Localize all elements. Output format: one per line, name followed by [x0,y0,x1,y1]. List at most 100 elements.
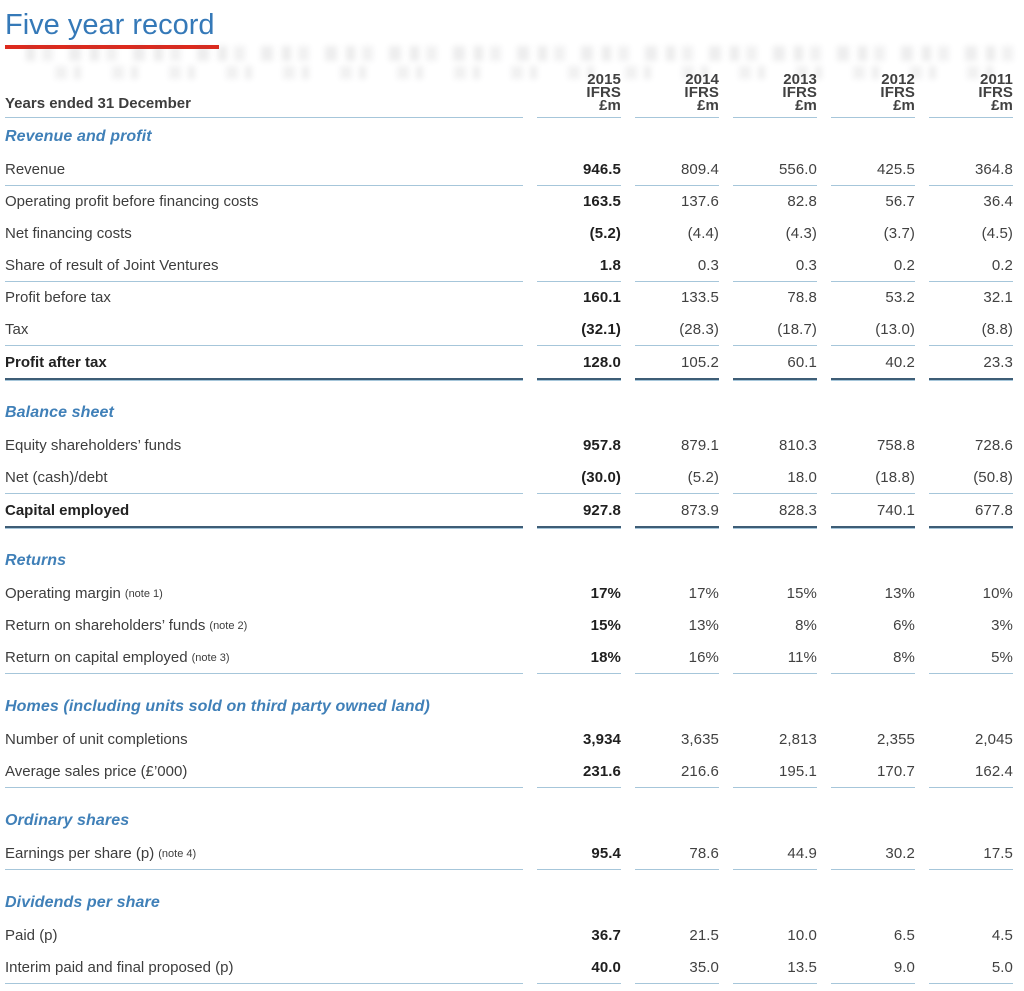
row-value: (5.2) [589,225,621,242]
row-value: 4.5 [991,927,1013,944]
row-value: 128.0 [537,346,621,380]
table-section: Ordinary shares Earnings per share (p) (n… [5,788,1013,870]
row-label: Revenue [5,161,66,178]
column-header-basis: IFRS [978,84,1013,101]
row-value: 60.1 [733,346,817,380]
row-value: 0.2 [929,250,1013,282]
row-label-cell: Net financing costs [5,218,523,250]
row-value: (13.0) [831,314,915,346]
row-label-cell: Paid (p) [5,920,523,952]
row-value: (32.1) [537,314,621,346]
row-label-cell: Profit after tax [5,346,523,380]
row-value: 82.8 [787,193,817,210]
section-title: Dividends per share [5,894,160,911]
row-value: 5% [929,642,1013,674]
table-row: Share of result of Joint Ventures 1.8 0.3… [5,250,1013,282]
column-header-basis: IFRS [782,84,817,101]
section-rows: Number of unit completions 3,934 3,635 2,8… [5,724,1013,788]
row-value: 17% [688,585,719,602]
row-label-cell: Operating profit before financing costs [5,186,523,218]
row-value: 160.1 [582,289,621,306]
row-value: (4.5) [981,225,1013,242]
row-value: 44.9 [733,838,817,870]
row-value: 0.3 [635,250,719,282]
row-value: 809.4 [635,154,719,186]
row-value: 137.6 [680,193,719,210]
row-value: 556.0 [733,154,817,186]
row-value: 946.5 [537,154,621,186]
table-row: Profit before tax 160.1 133.5 78.8 53.2 32.1 [5,282,1013,314]
section-title: Ordinary shares [5,812,130,829]
row-value: (8.8) [929,314,1013,346]
row-value: 18.0 [733,462,817,494]
row-label: Interim paid and final proposed (p) [5,959,234,976]
row-label-cell: Return on shareholders’ funds (note 2) [5,610,523,642]
row-value: 23.3 [929,346,1013,380]
row-value: 828.3 [733,494,817,528]
column-header-unit: £m [991,97,1013,114]
table-row: Number of unit completions 3,934 3,635 2,8… [5,724,1013,756]
row-label: Share of result of Joint Ventures [5,257,219,274]
section-rows: Operating margin (note 1) 17% 17% 15% 13% 10%… [5,578,1013,674]
table-row: Net (cash)/debt (30.0) (5.2) 18.0 (18.8) (50… [5,462,1013,494]
row-label-cell: Tax [5,314,523,346]
column-header: 2013 IFRS £m [733,70,817,118]
table-row: Interim paid and final proposed (p) 40.0… [5,952,1013,984]
section-rows: Earnings per share (p) (note 4) 95.4 78.6 4… [5,838,1013,870]
row-value: 2,813 [778,731,817,748]
row-value: 15% [786,585,817,602]
table-row: Return on capital employed (note 3) 18% 16… [5,642,1013,674]
column-header: 2015 IFRS £m [537,70,621,118]
column-header-year: 2011 [980,71,1013,88]
row-value: 1.8 [537,250,621,282]
page-title: Five year record [5,8,1013,49]
row-label: Profit after tax [5,353,107,371]
table-row: Operating margin (note 1) 17% 17% 15% 13% 10% [5,578,1013,610]
column-header-year: 2012 [881,71,915,88]
table-header-row: Years ended 31 December 2015 IFRS £m 201… [5,70,1013,118]
table-section: Returns Operating margin (note 1) 17% 17% 1… [5,528,1013,674]
row-label: Average sales price (£’000) [5,763,188,780]
table-row: Average sales price (£’000) 231.6 216.6 19… [5,756,1013,788]
row-value: 53.2 [885,289,915,306]
row-value: 758.8 [876,437,915,454]
table-row: Equity shareholders’ funds 957.8 879.1 810… [5,430,1013,462]
row-value: (18.7) [733,314,817,346]
column-header: 2012 IFRS £m [831,70,915,118]
column-header-unit: £m [795,97,817,114]
row-value: 231.6 [537,756,621,788]
row-label-cell: Revenue [5,154,523,186]
page-title-text: Five year record [5,8,219,49]
section-rows: Equity shareholders’ funds 957.8 879.1 810… [5,430,1013,528]
row-value: 957.8 [582,437,621,454]
row-value: 364.8 [929,154,1013,186]
row-value: (3.7) [883,225,915,242]
table-header-label: Years ended 31 December [5,70,523,118]
row-value: 13% [884,585,915,602]
row-value: 2,355 [876,731,915,748]
row-value: 13.5 [733,952,817,984]
section-rows: Paid (p) 36.7 21.5 10.0 6.5 4.5 Interim paid… [5,920,1013,984]
row-value: 5.0 [929,952,1013,984]
column-header: 2014 IFRS £m [635,70,719,118]
row-value: 163.5 [582,193,621,210]
row-label: Tax [5,321,29,338]
row-label-cell: Average sales price (£’000) [5,756,523,788]
row-label: Profit before tax [5,289,111,306]
column-header-unit: £m [697,97,719,114]
row-note: (note 1) [124,587,163,600]
row-value: 78.6 [635,838,719,870]
row-label-cell: Profit before tax [5,282,523,314]
row-note: (note 3) [191,651,230,664]
row-value: (5.2) [635,462,719,494]
row-value: 927.8 [537,494,621,528]
column-header-basis: IFRS [684,84,719,101]
row-value: 13% [688,617,719,634]
row-value: 30.2 [831,838,915,870]
column-header-unit: £m [893,97,915,114]
row-value: 6% [893,617,915,634]
column-header-year: 2015 [587,71,621,88]
row-label-cell: Earnings per share (p) (note 4) [5,838,523,870]
section-title: Revenue and profit [5,128,152,145]
table-section: Dividends per share Paid (p) 36.7 21.5 10.… [5,870,1013,984]
